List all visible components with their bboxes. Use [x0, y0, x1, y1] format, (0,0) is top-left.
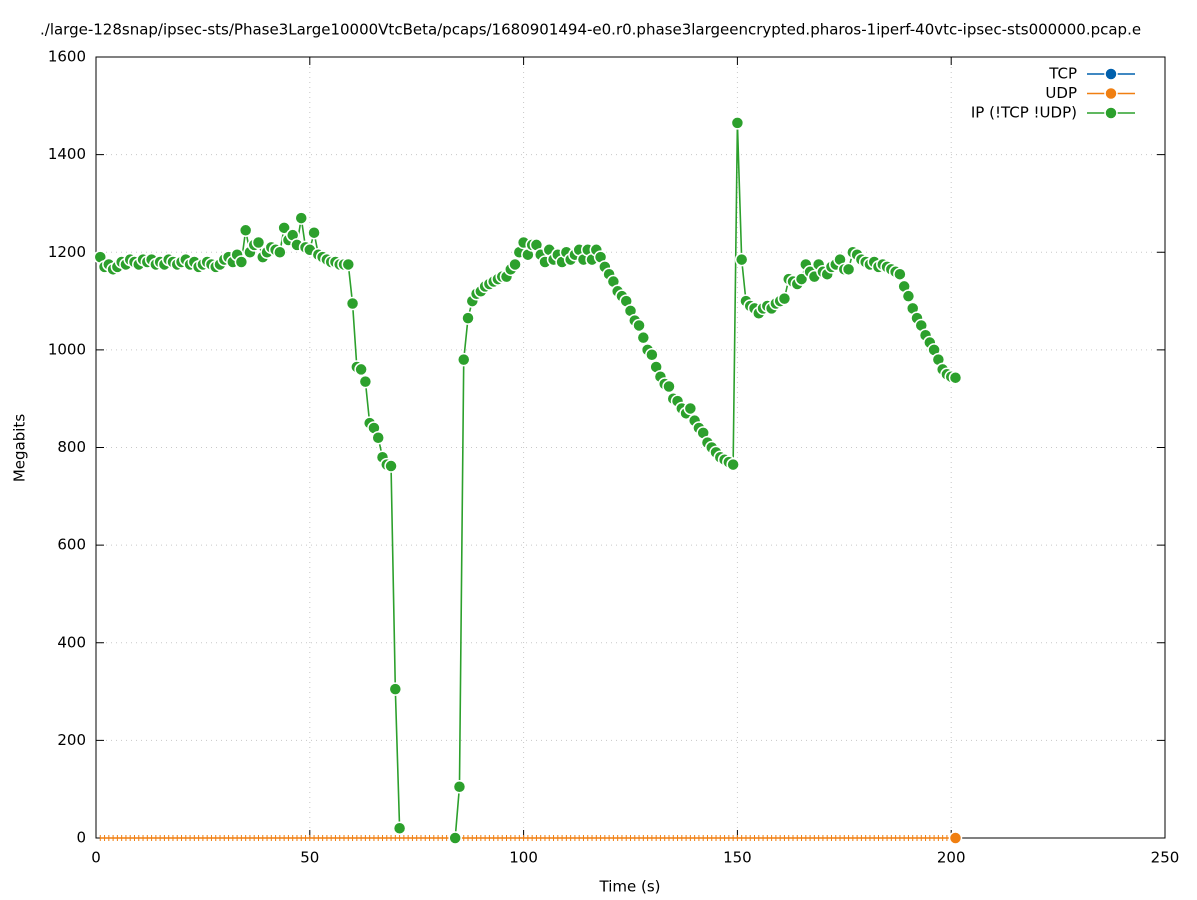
y-tick-label: 400: [57, 633, 86, 651]
y-tick-label: 1200: [48, 243, 86, 261]
data-point: [354, 362, 368, 377]
data-point: [307, 225, 321, 240]
x-tick-label: 150: [723, 849, 752, 867]
data-point: [388, 682, 403, 696]
x-tick-label: 250: [1151, 849, 1180, 867]
data-point: [662, 379, 676, 394]
data-point: [371, 430, 385, 445]
series-line: [99, 122, 956, 839]
data-point: [345, 296, 360, 311]
y-tick-label: 0: [76, 829, 86, 847]
data-point: [448, 831, 462, 845]
y-tick-label: 1000: [48, 340, 86, 358]
data-point: [273, 245, 287, 259]
data-point: [277, 221, 291, 235]
data-point: [632, 318, 646, 333]
legend-label: UDP: [1045, 84, 1077, 102]
legend-swatch: [1104, 106, 1118, 120]
y-tick-label: 800: [57, 438, 86, 456]
legend-swatch: [1104, 86, 1118, 101]
data-point: [508, 257, 522, 272]
data-point: [392, 821, 407, 835]
legend-swatch: [1104, 67, 1118, 81]
y-tick-label: 600: [57, 536, 86, 554]
data-point: [358, 374, 373, 389]
data-point: [452, 779, 467, 794]
data-point: [341, 257, 356, 272]
x-tick-label: 200: [937, 849, 966, 867]
y-tick-label: 200: [57, 731, 86, 749]
data-point: [734, 252, 749, 267]
data-point: [294, 211, 308, 225]
y-axis-label: Megabits: [11, 414, 29, 482]
data-point: [238, 223, 253, 238]
chart-title: ./large-128snap/ipsec-sts/Phase3Large100…: [40, 21, 1141, 39]
data-point: [893, 267, 907, 281]
data-point: [777, 291, 792, 306]
data-point: [730, 116, 745, 130]
data-point: [456, 352, 471, 367]
legend-label: IP (!TCP !UDP): [971, 104, 1077, 122]
data-point: [726, 457, 740, 472]
data-point: [645, 348, 659, 362]
data-point: [948, 831, 963, 845]
data-point: [461, 311, 475, 325]
y-tick-label: 1400: [48, 145, 86, 163]
x-tick-label: 50: [300, 849, 319, 867]
data-point: [234, 255, 249, 269]
data-point: [251, 235, 266, 250]
data-point: [901, 289, 916, 303]
data-point: [636, 330, 651, 345]
x-tick-label: 0: [91, 849, 101, 867]
x-axis-label: Time (s): [599, 878, 661, 896]
data-point: [384, 459, 398, 473]
legend-label: TCP: [1048, 65, 1077, 83]
data-point: [948, 370, 963, 385]
x-tick-label: 100: [509, 849, 538, 867]
data-point: [841, 262, 856, 277]
data-point: [794, 272, 809, 286]
y-tick-label: 1600: [48, 48, 86, 66]
data-point: [683, 401, 698, 416]
